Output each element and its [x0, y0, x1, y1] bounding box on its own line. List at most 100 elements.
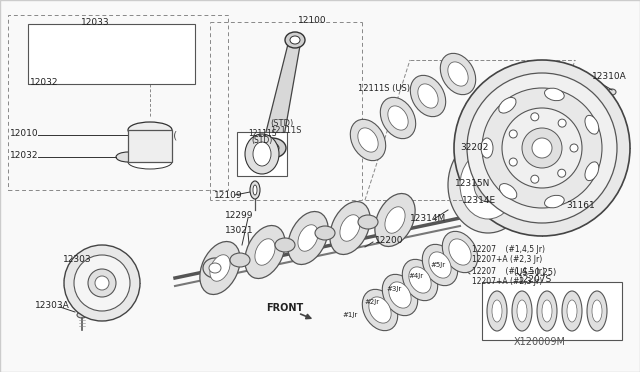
Ellipse shape — [422, 244, 458, 286]
Ellipse shape — [481, 138, 493, 158]
Ellipse shape — [380, 97, 416, 139]
Ellipse shape — [474, 168, 502, 202]
Ellipse shape — [253, 142, 271, 166]
Ellipse shape — [442, 231, 477, 273]
Ellipse shape — [77, 312, 87, 318]
Ellipse shape — [253, 185, 257, 195]
Circle shape — [557, 169, 566, 177]
Circle shape — [532, 138, 552, 158]
Ellipse shape — [388, 106, 408, 130]
Ellipse shape — [537, 291, 557, 331]
Ellipse shape — [585, 162, 599, 181]
Ellipse shape — [382, 274, 418, 316]
Text: 12033: 12033 — [81, 17, 109, 26]
Text: X120009M: X120009M — [514, 337, 566, 347]
Circle shape — [509, 158, 517, 166]
Ellipse shape — [275, 238, 295, 252]
Ellipse shape — [369, 297, 391, 323]
Text: #3Jr: #3Jr — [387, 286, 402, 292]
Text: 12207+A (#2,3 Jr): 12207+A (#2,3 Jr) — [472, 256, 542, 264]
Text: FRONT: FRONT — [266, 303, 303, 313]
Ellipse shape — [362, 289, 397, 331]
Ellipse shape — [440, 53, 476, 94]
Ellipse shape — [290, 36, 300, 44]
Text: #4Jr: #4Jr — [409, 273, 424, 279]
Ellipse shape — [608, 89, 616, 95]
Ellipse shape — [298, 225, 318, 251]
Ellipse shape — [79, 36, 103, 70]
Ellipse shape — [250, 181, 260, 199]
Ellipse shape — [499, 183, 517, 199]
Text: 12303A: 12303A — [35, 301, 70, 310]
Ellipse shape — [118, 36, 142, 70]
Polygon shape — [262, 40, 301, 148]
Ellipse shape — [200, 241, 240, 295]
Ellipse shape — [409, 267, 431, 293]
Text: #2Jr: #2Jr — [365, 299, 380, 305]
Text: 12200: 12200 — [375, 235, 403, 244]
Bar — [8, 15, 228, 190]
Ellipse shape — [230, 253, 250, 267]
Ellipse shape — [330, 202, 370, 254]
Circle shape — [570, 144, 578, 152]
Circle shape — [482, 88, 602, 208]
Ellipse shape — [492, 300, 502, 322]
Ellipse shape — [128, 122, 172, 138]
Text: 12310A: 12310A — [592, 71, 627, 80]
Ellipse shape — [449, 239, 471, 265]
Text: 12032: 12032 — [10, 151, 38, 160]
Ellipse shape — [315, 226, 335, 240]
Ellipse shape — [429, 252, 451, 278]
Ellipse shape — [157, 36, 181, 70]
Text: 12207+A (#2,3 Jr): 12207+A (#2,3 Jr) — [472, 278, 542, 286]
Text: 12299: 12299 — [225, 211, 253, 219]
Ellipse shape — [385, 207, 405, 233]
Ellipse shape — [122, 41, 138, 65]
Ellipse shape — [585, 115, 599, 134]
Ellipse shape — [203, 258, 227, 278]
Text: 12010: 12010 — [10, 128, 38, 138]
Ellipse shape — [161, 41, 177, 65]
Text: 12207    (#1,4,5 Jr): 12207 (#1,4,5 Jr) — [472, 267, 545, 276]
Text: (STD): (STD) — [270, 119, 293, 128]
Text: #5Jr: #5Jr — [431, 262, 446, 268]
Ellipse shape — [350, 119, 386, 161]
Bar — [237, 132, 287, 176]
Ellipse shape — [567, 300, 577, 322]
Ellipse shape — [410, 76, 445, 117]
Circle shape — [454, 60, 630, 236]
Circle shape — [502, 108, 582, 188]
Circle shape — [88, 269, 116, 297]
Ellipse shape — [375, 193, 415, 247]
Ellipse shape — [36, 31, 68, 75]
Bar — [482, 282, 622, 340]
Ellipse shape — [587, 291, 607, 331]
Ellipse shape — [114, 31, 146, 75]
Circle shape — [558, 119, 566, 127]
Circle shape — [522, 128, 562, 168]
Ellipse shape — [358, 215, 378, 229]
Ellipse shape — [83, 41, 99, 65]
Text: (STD): (STD) — [252, 135, 273, 144]
Ellipse shape — [487, 291, 507, 331]
Text: 12111S (US): 12111S (US) — [358, 83, 410, 93]
Bar — [28, 24, 195, 84]
Text: 12111S: 12111S — [248, 128, 276, 138]
Ellipse shape — [288, 212, 328, 264]
Ellipse shape — [75, 31, 107, 75]
Text: #1Jr: #1Jr — [343, 312, 358, 318]
Ellipse shape — [499, 97, 516, 113]
Ellipse shape — [418, 84, 438, 108]
Ellipse shape — [358, 128, 378, 152]
Ellipse shape — [245, 134, 279, 174]
Ellipse shape — [245, 225, 285, 279]
Ellipse shape — [389, 282, 411, 308]
Ellipse shape — [141, 153, 149, 161]
Circle shape — [64, 245, 140, 321]
Text: 12207S: 12207S — [518, 276, 552, 285]
Circle shape — [509, 130, 517, 138]
Ellipse shape — [545, 88, 564, 101]
Circle shape — [467, 73, 617, 223]
Ellipse shape — [210, 255, 230, 281]
Ellipse shape — [40, 36, 64, 70]
